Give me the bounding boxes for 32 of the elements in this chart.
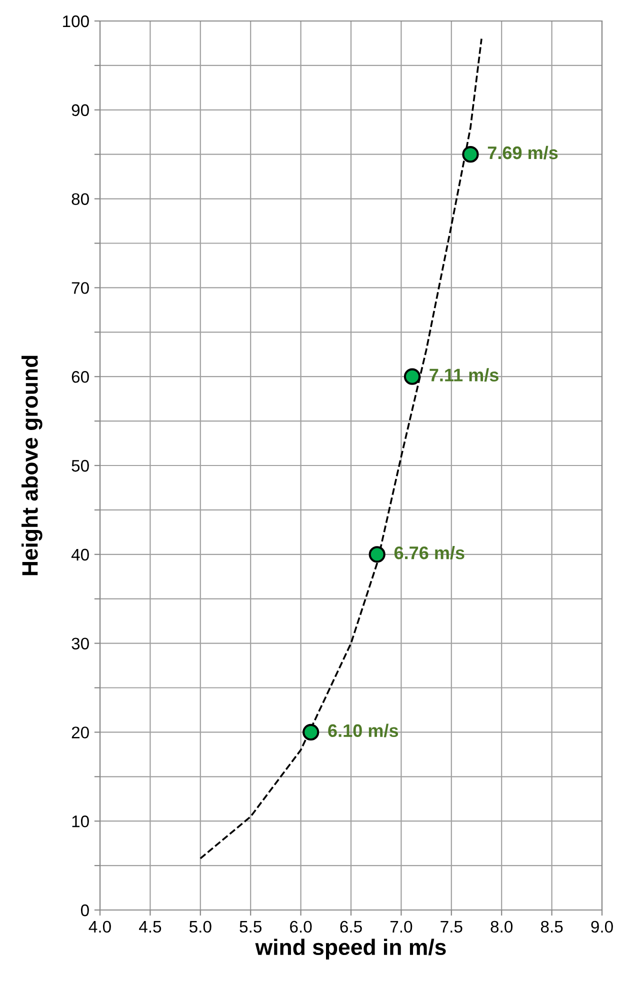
y-tick-label: 70 xyxy=(72,282,89,294)
point xyxy=(462,146,479,163)
y-tick-label: 20 xyxy=(72,726,89,738)
y-tick-label: 60 xyxy=(72,371,89,383)
x-tick-label: 5.0 xyxy=(189,920,212,933)
y-tick-label: 0 xyxy=(80,904,89,916)
annotation: 7.11 m/s xyxy=(430,368,498,382)
point xyxy=(404,368,421,385)
y-tick-label: 90 xyxy=(72,104,89,116)
point xyxy=(368,546,386,563)
annotation: 7.69 m/s xyxy=(488,146,558,160)
annotation: 6.76 m/s xyxy=(394,546,464,560)
x-tick-label: 5.5 xyxy=(240,921,262,933)
y-tick-label: 50 xyxy=(72,460,89,472)
y-tick-label: 40 xyxy=(71,548,89,561)
x-tick-label: 8.5 xyxy=(540,920,563,933)
x-tick-label: 9.0 xyxy=(591,920,613,933)
x-axis-title: wind speed in m/s xyxy=(255,938,446,960)
y-axis-title: Height above ground xyxy=(22,356,42,576)
x-tick-label: 7.5 xyxy=(440,921,462,933)
x-tick-label: 6.0 xyxy=(290,920,312,933)
y-tick-label: 10 xyxy=(72,816,89,828)
x-tick-label: 8.0 xyxy=(490,920,513,933)
point xyxy=(302,724,320,741)
annotation: 6.10 m/s xyxy=(328,724,398,738)
x-tick-label: 7.0 xyxy=(390,920,412,933)
y-tick-label: 100 xyxy=(63,15,89,28)
x-tick-label: 4.0 xyxy=(88,920,111,933)
x-tick-label: 6.5 xyxy=(340,920,362,933)
y-tick-label: 80 xyxy=(72,193,89,206)
x-tick-label: 4.5 xyxy=(139,921,162,933)
y-tick-label: 30 xyxy=(72,638,89,650)
